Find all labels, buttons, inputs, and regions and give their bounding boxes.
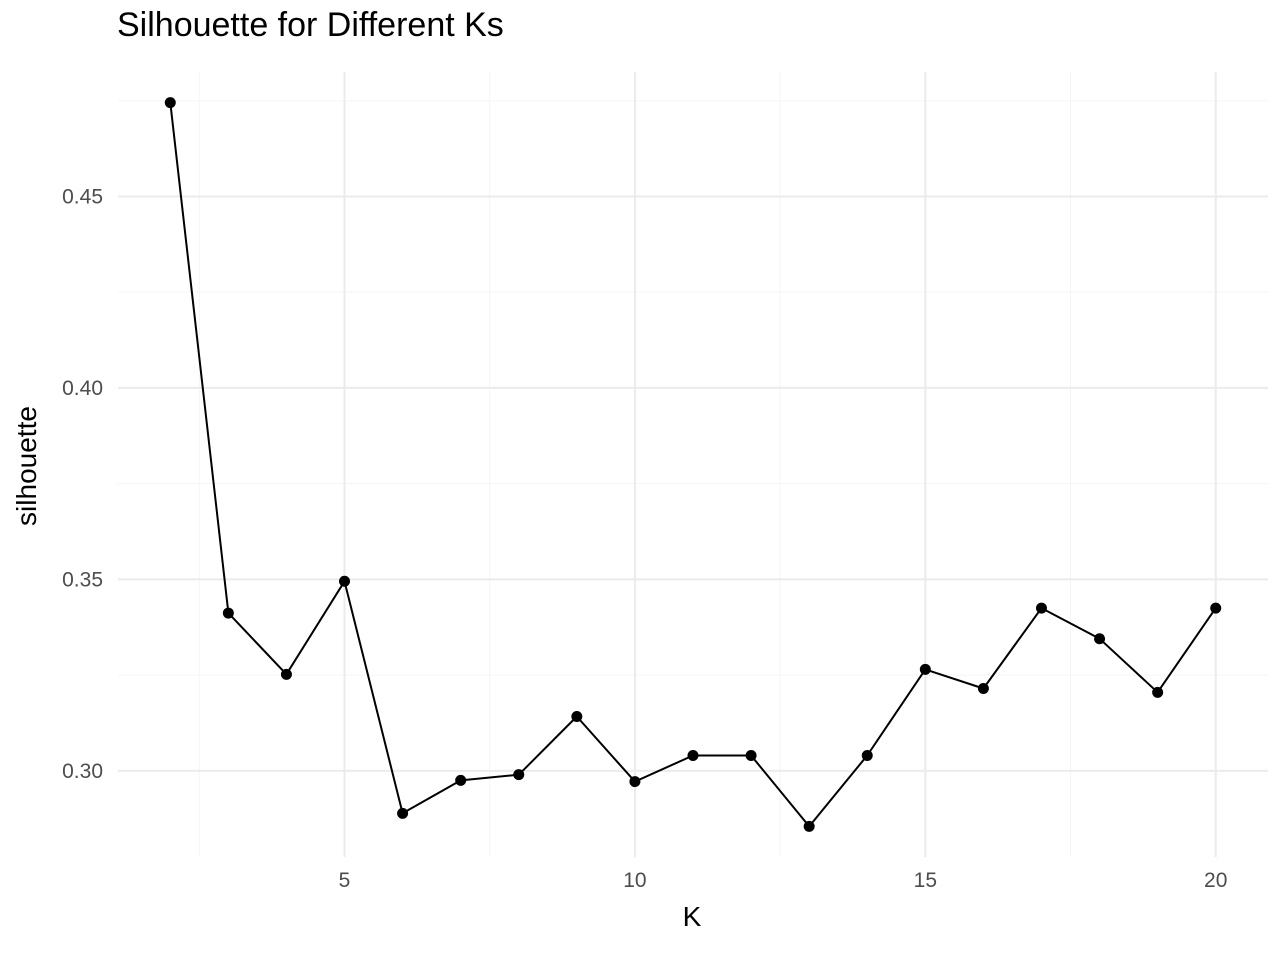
data-point	[745, 750, 757, 762]
x-tick-labels: 5 10 15 20	[339, 869, 1228, 892]
y-tick-label: 0.45	[62, 185, 103, 208]
data-point	[513, 769, 525, 781]
y-tick-labels: 0.30 0.35 0.40 0.45	[62, 185, 103, 782]
data-point	[164, 97, 176, 109]
x-tick-label: 5	[339, 869, 351, 892]
data-points	[164, 97, 1222, 832]
data-point	[977, 683, 989, 695]
y-tick-label: 0.35	[62, 568, 103, 591]
x-tick-label: 20	[1204, 869, 1227, 892]
data-point	[397, 807, 409, 819]
grid-major	[118, 72, 1268, 857]
data-point	[571, 710, 583, 722]
data-point	[803, 820, 815, 832]
x-tick-label: 15	[914, 869, 937, 892]
data-point	[919, 663, 931, 675]
grid-minor	[118, 72, 1268, 857]
data-point	[629, 776, 641, 788]
data-point	[222, 607, 234, 619]
y-tick-label: 0.40	[62, 377, 103, 400]
chart-title: Silhouette for Different Ks	[117, 6, 504, 44]
y-axis-title: silhouette	[11, 406, 42, 526]
data-point	[455, 774, 467, 786]
y-tick-label: 0.30	[62, 760, 103, 783]
data-point	[1094, 633, 1106, 645]
series-polyline	[169, 102, 1217, 828]
data-point	[339, 575, 351, 587]
x-tick-label: 10	[623, 869, 646, 892]
data-point	[1152, 686, 1164, 698]
data-point	[280, 668, 292, 680]
data-point	[1035, 602, 1047, 614]
series-line	[169, 102, 1217, 828]
x-axis-title: K	[683, 901, 702, 932]
data-point	[1210, 602, 1222, 614]
data-point	[861, 750, 873, 762]
data-point	[687, 750, 699, 762]
